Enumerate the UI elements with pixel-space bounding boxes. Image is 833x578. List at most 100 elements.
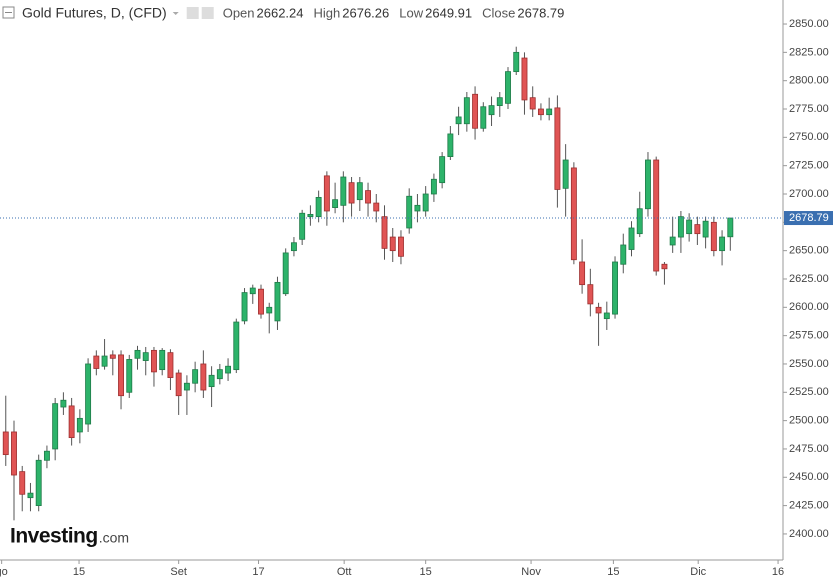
candle-body (85, 363, 92, 425)
x-tick-label: Ott (337, 566, 352, 578)
last-price-label: 2678.79 (789, 212, 829, 224)
candle-body (645, 159, 651, 210)
candle-body (669, 236, 676, 246)
stat-value: 2649.91 (425, 5, 472, 20)
candle-body (472, 93, 479, 129)
candle-body (595, 306, 602, 314)
y-tick-label: 2800.00 (789, 75, 829, 87)
candle-body (192, 369, 199, 384)
candle-body (183, 382, 190, 391)
x-tick-label: Set (170, 566, 187, 578)
x-tick-label: Nov (521, 566, 541, 578)
candle-body (603, 312, 610, 320)
candle-body (225, 365, 232, 374)
x-tick-label: 16 (772, 566, 784, 578)
candle-body (118, 354, 124, 397)
candle-body (505, 71, 511, 104)
y-tick-label: 2725.00 (789, 160, 829, 172)
y-tick-label: 2575.00 (789, 330, 829, 342)
y-tick-label: 2525.00 (789, 386, 829, 398)
candle-body (513, 51, 520, 73)
candle-body (11, 431, 17, 476)
stat-label: Low (399, 5, 423, 20)
candle-body (422, 193, 429, 212)
y-tick-label: 2450.00 (789, 471, 829, 483)
last-price-tag (784, 211, 833, 226)
candle-body (200, 363, 207, 391)
candle-body (299, 212, 306, 240)
candle-body (35, 459, 42, 507)
close-icon[interactable] (201, 7, 214, 19)
candle-body (151, 349, 157, 373)
candle-body (126, 359, 133, 393)
x-tick-label: 15 (420, 566, 432, 578)
candle-body (719, 236, 726, 252)
candle-body (167, 352, 174, 378)
header: Gold Futures, D, (CFD) (2, 5, 167, 21)
x-tick-label: Dic (690, 566, 706, 578)
x-tick-label: 15 (73, 566, 85, 578)
x-tick-label: go (0, 566, 8, 578)
candle-body (159, 349, 166, 371)
candle-body (142, 352, 149, 361)
stat-label: Open (223, 5, 255, 20)
stat-value: 2662.24 (257, 5, 304, 20)
candle-body (406, 195, 413, 229)
candle-body (710, 221, 717, 252)
candle-body (323, 175, 330, 212)
candle-body (365, 190, 371, 204)
candle-body (68, 405, 75, 439)
candle-body (52, 403, 59, 450)
candle-body (356, 182, 363, 201)
candle-body (546, 108, 553, 116)
candle-body (439, 156, 446, 184)
candle-body (266, 306, 273, 314)
y-tick-label: 2500.00 (789, 415, 829, 427)
candle-body (101, 355, 108, 367)
candle-body (43, 450, 50, 461)
candle-body (587, 284, 594, 305)
candle-body (76, 417, 83, 433)
candle-body (258, 288, 264, 315)
candle-body (430, 178, 437, 195)
candle-body (414, 204, 421, 212)
candle-body (373, 202, 380, 212)
candle-body (93, 355, 100, 369)
dropdown-arrow (172, 12, 179, 15)
collapse-icon[interactable] (2, 6, 15, 19)
candle-body (496, 97, 503, 107)
candle-body (480, 106, 487, 129)
stat-value: 2678.79 (517, 5, 564, 20)
y-tick-label: 2425.00 (789, 500, 829, 512)
y-tick-label: 2400.00 (789, 528, 829, 540)
candle-body (315, 196, 322, 218)
candle-body (554, 107, 561, 190)
candle-body (447, 133, 454, 158)
candle-body (488, 105, 495, 116)
y-tick-label: 2475.00 (789, 443, 829, 455)
candle-body (570, 167, 577, 261)
candle-body (628, 227, 635, 250)
y-tick-label: 2550.00 (789, 358, 829, 370)
candle-body (348, 182, 355, 204)
y-tick-label: 2600.00 (789, 301, 829, 313)
candle-body (463, 97, 470, 125)
candle-body (653, 159, 660, 272)
candle-body (249, 287, 256, 295)
candle-body (694, 224, 701, 235)
candle-body (233, 321, 240, 371)
candle-body (677, 216, 684, 238)
candle-body (381, 216, 388, 249)
candle-body (60, 399, 67, 408)
candle-body (537, 108, 544, 116)
candle-body (661, 263, 668, 270)
y-tick-label: 2850.00 (789, 18, 829, 30)
candle-body (702, 220, 709, 238)
candle-body (307, 213, 314, 218)
candle-body (19, 471, 26, 495)
candle-body (389, 236, 396, 252)
settings-icon[interactable] (186, 7, 199, 19)
candle-body (612, 261, 618, 315)
candle-body (455, 116, 462, 125)
candle-body (27, 492, 34, 499)
